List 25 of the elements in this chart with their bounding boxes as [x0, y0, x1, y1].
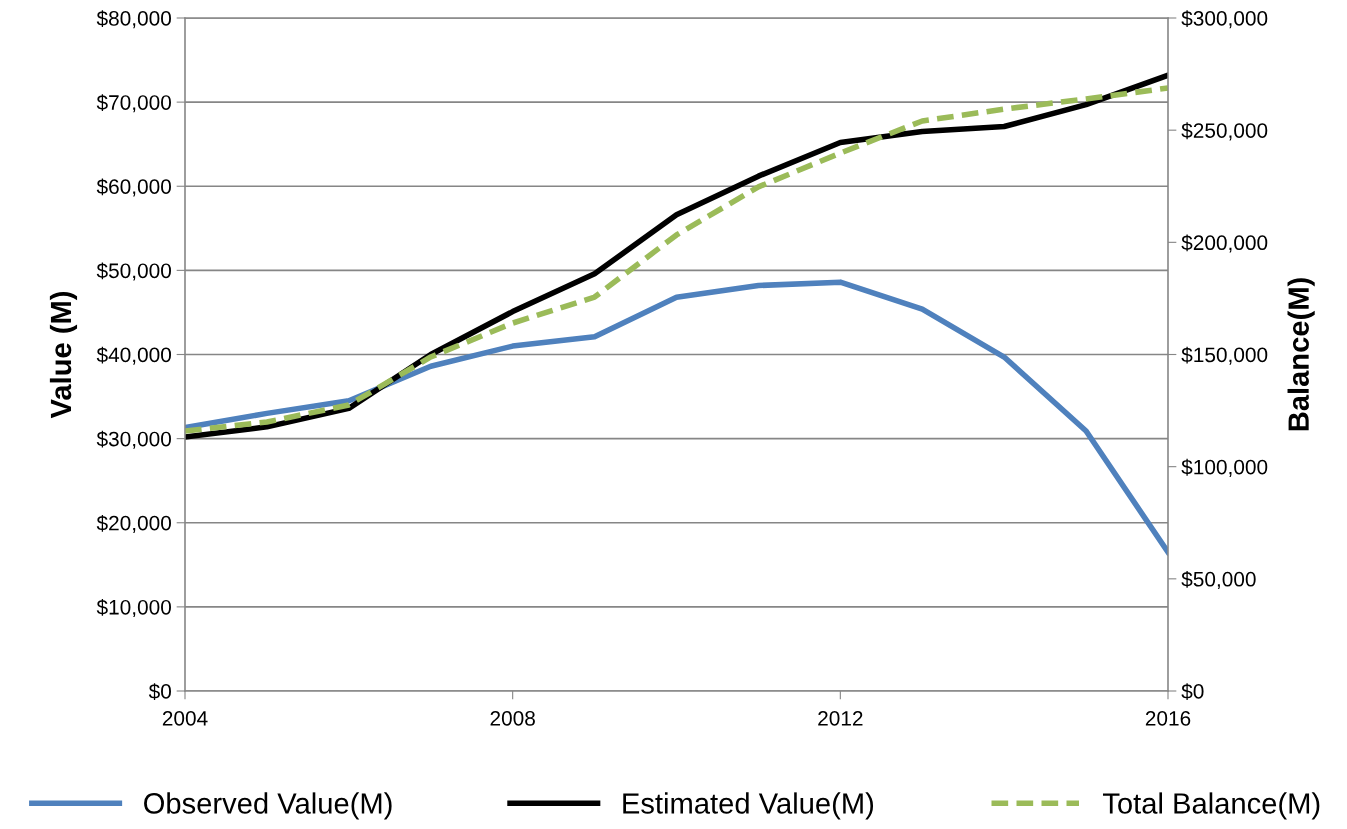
y2-tick-label: $50,000	[1181, 570, 1256, 590]
y2-tick-label: $300,000	[1181, 10, 1268, 29]
y2-tick-label: $250,000	[1181, 122, 1268, 141]
y-tick-label: $80,000	[96, 10, 171, 29]
y2-axis-title: Balance(M)	[1287, 278, 1315, 431]
legend-label: Observed Value(M)	[144, 792, 392, 820]
y-tick-label: $70,000	[96, 94, 171, 113]
y-axis-title: Value (M)	[49, 291, 78, 419]
y-tick-label: $60,000	[96, 178, 171, 197]
legend-label: Estimated Value(M)	[623, 792, 874, 820]
y-tick-label: $10,000	[96, 599, 171, 618]
y-tick-label: $20,000	[96, 514, 171, 533]
y-tick-label: $0	[148, 683, 171, 700]
x-tick-label: 2008	[490, 710, 535, 726]
legend-label: Total Balance(M)	[1102, 792, 1320, 820]
x-tick-label: 2004	[162, 710, 208, 726]
x-tick-label: 2016	[1145, 710, 1191, 726]
y-tick-label: $50,000	[96, 262, 171, 281]
y-tick-label: $40,000	[96, 346, 171, 365]
y-tick-label: $30,000	[96, 430, 171, 449]
y2-tick-label: $150,000	[1181, 346, 1268, 365]
y2-tick-label: $0	[1181, 683, 1204, 700]
x-tick-label: 2012	[818, 710, 863, 726]
y2-tick-label: $200,000	[1181, 234, 1268, 253]
y2-tick-label: $100,000	[1181, 458, 1268, 477]
